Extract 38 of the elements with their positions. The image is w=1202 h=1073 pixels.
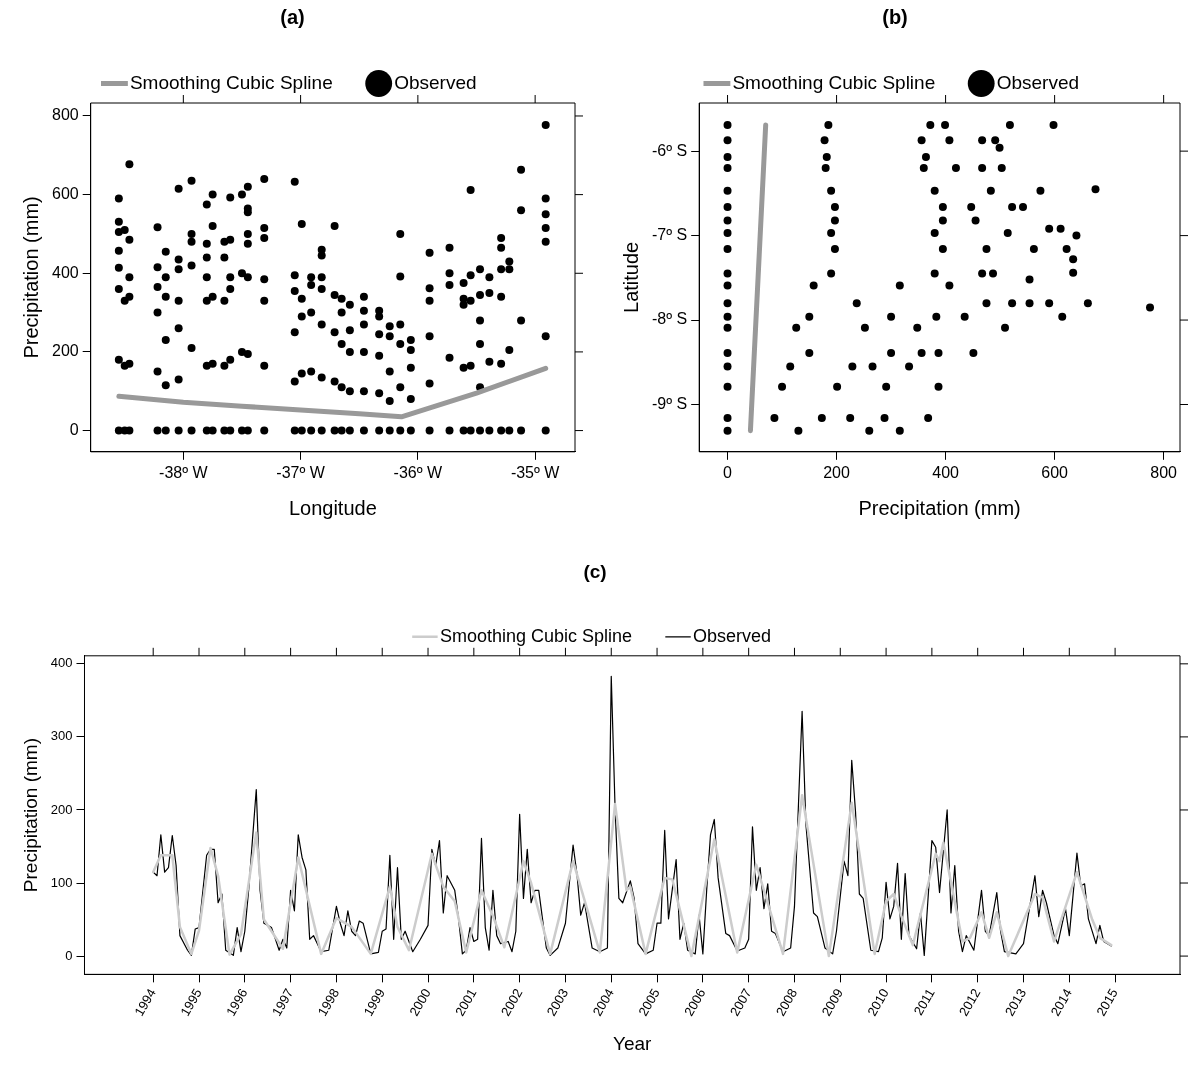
x-tick-label: -36º W <box>393 463 444 481</box>
y-tick-label: -6º S <box>652 141 688 159</box>
y-tick-label: 400 <box>51 263 79 281</box>
legend-label: Observed <box>394 71 477 93</box>
y-tick-label: 600 <box>51 185 79 203</box>
x-tick-label: 400 <box>932 463 960 481</box>
legend-label: Smoothing Cubic Spline <box>129 71 333 93</box>
legend-label: Observed <box>996 71 1080 93</box>
y-tick-label: -7º S <box>652 226 688 243</box>
y-tick-label: 100 <box>50 874 73 890</box>
legend-label: Smoothing Cubic Spline <box>732 71 936 93</box>
x-axis-title: Precipitation (mm) <box>858 496 1021 519</box>
y-tick-label: -9º S <box>652 394 688 412</box>
y-tick-label: 400 <box>50 655 73 671</box>
x-tick-label: -38º W <box>159 463 209 481</box>
x-tick-label: -35º W <box>510 463 561 481</box>
y-tick-label: 200 <box>51 342 79 360</box>
y-tick-label: 300 <box>50 728 73 744</box>
y-axis-title: Latitude <box>619 241 642 313</box>
y-tick-label: 0 <box>69 420 79 438</box>
x-tick-label: 200 <box>823 463 851 481</box>
x-tick-label: -37º W <box>276 463 326 481</box>
x-axis-title: Year <box>613 1032 653 1054</box>
y-tick-label: 800 <box>51 106 79 124</box>
y-axis-title: Precipitation (mm) <box>19 738 41 893</box>
legend-label: Observed <box>693 625 772 646</box>
y-axis-title: Precipitation (mm) <box>19 196 42 359</box>
x-axis-title: Longitude <box>288 496 377 519</box>
chart-title: (b) <box>882 5 908 28</box>
chart-title: (c) <box>583 560 607 582</box>
x-tick-label: 800 <box>1150 463 1178 481</box>
y-tick-label: 0 <box>65 947 73 963</box>
chart-title: (a) <box>280 5 305 28</box>
legend-label: Smoothing Cubic Spline <box>439 625 633 646</box>
x-tick-label: 600 <box>1041 463 1069 481</box>
y-tick-label: -8º S <box>652 310 688 328</box>
y-tick-label: 200 <box>50 801 73 817</box>
x-tick-label: 0 <box>723 463 733 481</box>
